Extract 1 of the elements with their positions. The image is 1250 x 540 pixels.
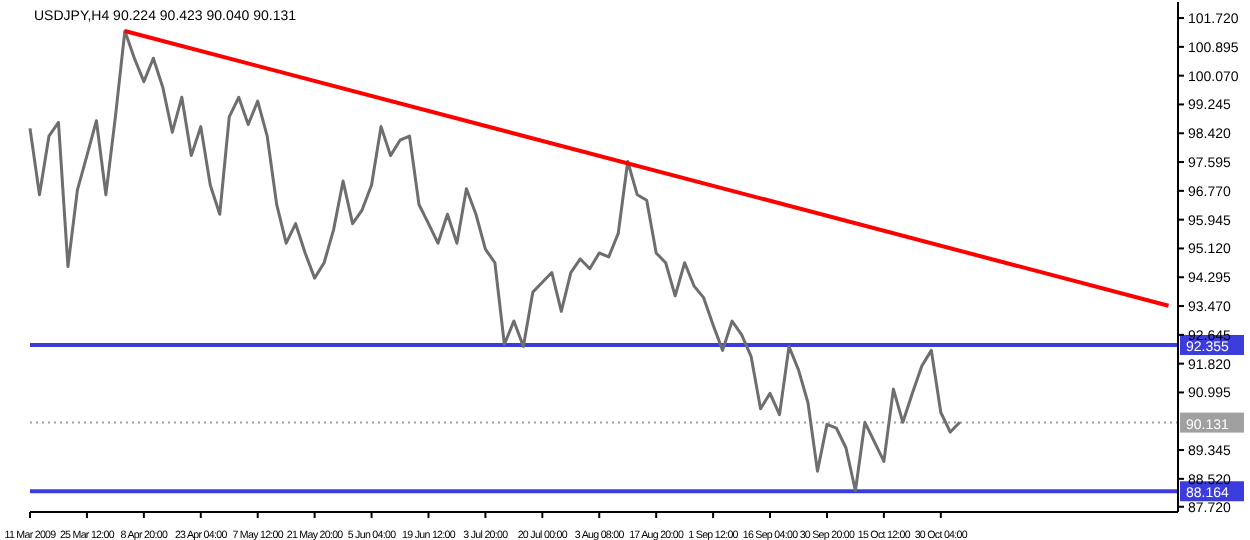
line-series [28, 29, 962, 493]
